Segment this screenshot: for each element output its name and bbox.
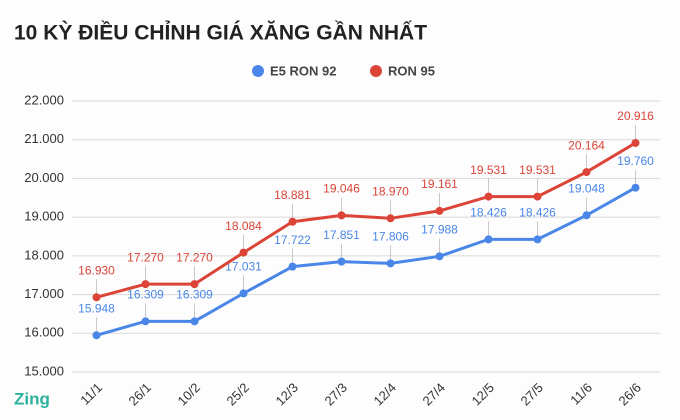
chart-title: 10 KỲ ĐIỀU CHỈNH GIÁ XĂNG GẦN NHẤT	[14, 21, 427, 45]
data-label: 18.426	[519, 206, 556, 220]
y-tick-label: 22.000	[24, 92, 64, 107]
data-label: 18.426	[470, 206, 507, 220]
y-tick-label: 20.000	[24, 170, 64, 185]
data-label: 15.948	[78, 301, 115, 315]
data-point	[141, 317, 150, 326]
y-tick-label: 15.000	[24, 363, 64, 378]
data-point	[239, 289, 248, 298]
data-label: 19.760	[617, 154, 654, 168]
data-point	[484, 235, 493, 244]
data-point	[190, 280, 199, 289]
series-line	[96, 186, 637, 337]
data-label: 16.930	[78, 263, 115, 277]
data-point	[582, 168, 591, 177]
y-tick-label: 18.000	[24, 247, 64, 262]
data-point	[288, 262, 297, 271]
y-tick-label: 21.000	[24, 131, 64, 146]
data-label: 19.046	[323, 182, 360, 196]
legend-label: E5 RON 92	[270, 63, 336, 78]
data-point	[141, 280, 150, 289]
data-point	[288, 217, 297, 226]
legend-marker	[370, 65, 382, 77]
data-label: 17.988	[421, 222, 458, 236]
data-label: 19.161	[421, 177, 458, 191]
data-point	[337, 211, 346, 220]
data-point	[337, 257, 346, 266]
data-point	[190, 317, 199, 326]
legend-marker	[252, 65, 264, 77]
data-point	[631, 138, 640, 147]
brand-logo: Zing	[14, 389, 50, 408]
data-label: 16.309	[127, 287, 164, 301]
data-point	[484, 192, 493, 201]
data-label: 19.048	[568, 181, 605, 195]
data-label: 17.851	[323, 228, 360, 242]
data-label: 17.031	[225, 260, 262, 274]
data-point	[92, 331, 101, 340]
data-label: 17.270	[176, 250, 213, 264]
data-point	[435, 206, 444, 215]
data-label: 20.916	[617, 109, 654, 123]
data-label: 17.806	[372, 230, 409, 244]
data-label: 18.881	[274, 188, 311, 202]
data-label: 19.531	[470, 163, 507, 177]
data-label: 17.270	[127, 250, 164, 264]
data-point	[92, 293, 101, 302]
data-label: 18.970	[372, 184, 409, 198]
data-point	[582, 211, 591, 220]
y-tick-label: 16.000	[24, 325, 64, 340]
y-tick-label: 17.000	[24, 286, 64, 301]
data-label: 17.722	[274, 233, 311, 247]
data-point	[435, 252, 444, 261]
data-point	[631, 183, 640, 192]
data-label: 20.164	[568, 138, 605, 152]
legend-label: RON 95	[388, 63, 435, 78]
data-point	[239, 248, 248, 257]
data-point	[533, 235, 542, 244]
data-point	[386, 214, 395, 223]
data-label: 18.084	[225, 219, 262, 233]
data-label: 16.309	[176, 287, 213, 301]
series-line	[96, 141, 637, 299]
data-point	[533, 192, 542, 201]
y-tick-label: 19.000	[24, 209, 64, 224]
data-label: 19.531	[519, 163, 556, 177]
data-point	[386, 259, 395, 268]
